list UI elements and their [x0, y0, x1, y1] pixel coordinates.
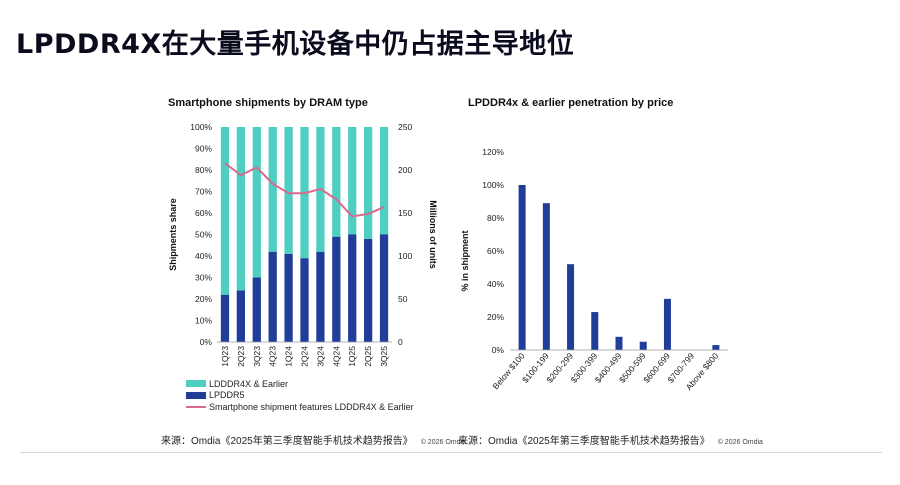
- bar-lpddr4x: [252, 127, 261, 278]
- y2-tick-label: 150: [398, 208, 412, 218]
- bar-lpddr5: [379, 234, 389, 342]
- legend-label-lpddr4x: LDDDR4X & Earlier: [209, 378, 289, 389]
- y-tick-label: 10%: [195, 316, 212, 326]
- bar-lpddr4x: [364, 127, 373, 239]
- legend-swatch-line: [186, 405, 206, 408]
- source-text-left: 来源：Omdia《2025年第三季度智能手机技术趋势报告》: [161, 436, 413, 447]
- bar-lpddr4x: [220, 127, 230, 295]
- bar-lpddr5: [220, 294, 230, 342]
- y-tick-label: 70%: [195, 187, 212, 197]
- source-note-left: 来源：Omdia《2025年第三季度智能手机技术趋势报告》 © 2026 Omdi…: [161, 432, 466, 447]
- footer-divider: [20, 452, 882, 453]
- y-tick-label: 100%: [482, 180, 504, 190]
- source-note-right: 来源：Omdia《2025年第三季度智能手机技术趋势报告》 © 2026 Omdi…: [458, 432, 763, 447]
- x-tick-label: 1Q24: [284, 346, 294, 367]
- x-tick-label: 4Q23: [268, 346, 278, 367]
- x-tick-label: 2Q23: [236, 346, 246, 367]
- dram-type-chart: 0% 10% 20% 30% 40% 50% 60% 70% 80% 90% 100% 0 50 100 1…: [168, 122, 438, 367]
- y2-axis-title: Millions of units: [428, 200, 438, 269]
- bar-lpddr5: [268, 251, 277, 342]
- x-tick-label: 4Q24: [331, 346, 341, 367]
- price-bar: [663, 298, 671, 350]
- x-tick-label: 3Q24: [315, 346, 325, 367]
- chart1-title: Smartphone shipments by DRAM type: [168, 97, 368, 109]
- y-tick-label: 0%: [492, 345, 505, 355]
- bar-lpddr5: [300, 258, 309, 342]
- y2-tick-label: 200: [398, 165, 412, 175]
- chart2-title: LPDDR4x & earlier penetration by price: [468, 97, 674, 109]
- bar-lpddr5: [284, 253, 293, 342]
- x-tick-label: Below $100: [490, 351, 526, 392]
- legend-item-lpddr4x: LDDDR4X & Earlier: [186, 378, 414, 390]
- y2-tick-label: 100: [398, 251, 412, 261]
- legend-swatch-lpddr5: [186, 391, 206, 399]
- y2-tick-label: 0: [398, 337, 403, 347]
- y-tick-label: 50%: [195, 230, 212, 240]
- y-tick-label: 40%: [195, 251, 212, 261]
- y-axis-title: Shipments share: [168, 198, 178, 271]
- y-tick-label: 100%: [190, 122, 212, 132]
- legend-item-line: Smartphone shipment features LDDDR4X & E…: [186, 401, 414, 413]
- price-bar: [542, 203, 550, 350]
- bar-lpddr4x: [236, 127, 245, 291]
- y-tick-label: 60%: [487, 246, 504, 256]
- bar-lpddr5: [252, 277, 261, 342]
- y-tick-label: 20%: [195, 294, 212, 304]
- y-axis-title: % in shipment: [460, 230, 470, 291]
- copyright-left: © 2026 Omdia: [420, 439, 466, 446]
- x-tick-label: 1Q23: [220, 346, 230, 367]
- bar-lpddr4x: [284, 127, 293, 254]
- bar-lpddr4x: [268, 127, 277, 252]
- shipment-line: [224, 162, 385, 218]
- bar-lpddr5: [332, 236, 341, 342]
- price-bar: [615, 336, 623, 350]
- y-tick-label: 30%: [195, 273, 212, 283]
- y-tick-label: 120%: [482, 147, 504, 157]
- legend-label-line: Smartphone shipment features LDDDR4X & E…: [209, 401, 414, 412]
- chart1-legend: LDDDR4X & Earlier LPDDR5 Smartphone ship…: [186, 378, 414, 413]
- y-tick-label: 80%: [487, 213, 504, 223]
- price-bar: [639, 341, 647, 350]
- bar-lpddr5: [236, 290, 245, 342]
- y-tick-label: 0%: [200, 337, 213, 347]
- slide-title: LPDDR4X在大量手机设备中仍占据主导地位: [16, 29, 575, 60]
- x-tick-label: 3Q25: [379, 346, 389, 367]
- y2-tick-label: 250: [398, 122, 412, 132]
- price-bar: [591, 312, 599, 350]
- y-tick-label: 90%: [195, 144, 212, 154]
- legend-swatch-lpddr4x: [186, 380, 206, 388]
- y-tick-label: 20%: [487, 312, 504, 322]
- y-tick-label: 80%: [195, 165, 212, 175]
- bar-lpddr5: [316, 251, 325, 342]
- bar-lpddr4x: [348, 127, 357, 235]
- copyright-right: © 2026 Omdia: [717, 439, 763, 446]
- x-tick-label: 1Q25: [347, 346, 357, 367]
- bar-lpddr5: [348, 234, 357, 342]
- legend-item-lpddr5: LPDDR5: [186, 390, 414, 402]
- source-text-right: 来源：Omdia《2025年第三季度智能手机技术趋势报告》: [458, 436, 710, 447]
- price-bar: [712, 345, 720, 350]
- x-tick-label: 3Q23: [252, 346, 262, 367]
- y2-tick-label: 50: [398, 294, 408, 304]
- x-tick-label: 2Q25: [363, 346, 373, 367]
- bar-lpddr5: [364, 238, 373, 342]
- y-tick-label: 60%: [195, 208, 212, 218]
- bar-lpddr4x: [379, 127, 389, 235]
- x-tick-label: 2Q24: [300, 346, 310, 367]
- price-bar: [567, 264, 575, 350]
- y-tick-label: 40%: [487, 279, 504, 289]
- price-penetration-chart: 0% 20% 40% 60% 80% 100% 120% % in shipment Below…: [460, 147, 728, 392]
- bar-lpddr4x: [332, 127, 341, 237]
- legend-label-lpddr5: LPDDR5: [209, 390, 245, 401]
- price-bar: [518, 185, 526, 350]
